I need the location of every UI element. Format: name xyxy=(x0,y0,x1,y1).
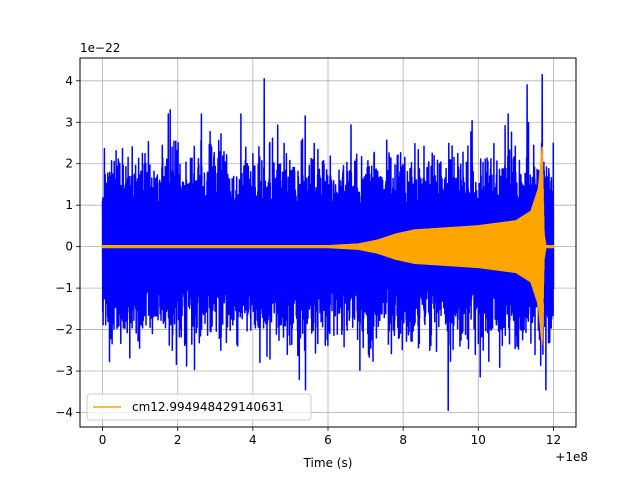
x-tick-label: 6 xyxy=(324,433,332,447)
plot-area xyxy=(101,73,555,412)
y-tick-label: −3 xyxy=(55,364,73,378)
y-tick-label: 1 xyxy=(65,198,73,212)
series-chirp-line xyxy=(101,146,555,346)
y-tick-label: −2 xyxy=(55,323,73,337)
x-offset-text: +1e8 xyxy=(555,450,588,464)
y-tick-label: 2 xyxy=(65,157,73,171)
legend: cm12.994948429140631 xyxy=(86,393,312,421)
legend-box xyxy=(86,393,312,421)
x-tick-label: 0 xyxy=(99,433,107,447)
x-tick-label: 8 xyxy=(399,433,407,447)
legend-label: cm12.994948429140631 xyxy=(132,400,284,414)
x-axis-label: Time (s) xyxy=(303,456,353,470)
y-tick-label: 3 xyxy=(65,115,73,129)
y-tick-label: 0 xyxy=(65,240,73,254)
series-noise-line xyxy=(101,73,555,412)
y-tick-label: 4 xyxy=(65,74,73,88)
x-tick-label: 10 xyxy=(471,433,486,447)
y-scale-text: 1e−22 xyxy=(80,41,120,55)
x-tick-label: 4 xyxy=(249,433,257,447)
y-tick-label: −4 xyxy=(55,405,73,419)
x-tick-label: 12 xyxy=(546,433,561,447)
y-tick-label: −1 xyxy=(55,281,73,295)
x-tick-label: 2 xyxy=(174,433,182,447)
